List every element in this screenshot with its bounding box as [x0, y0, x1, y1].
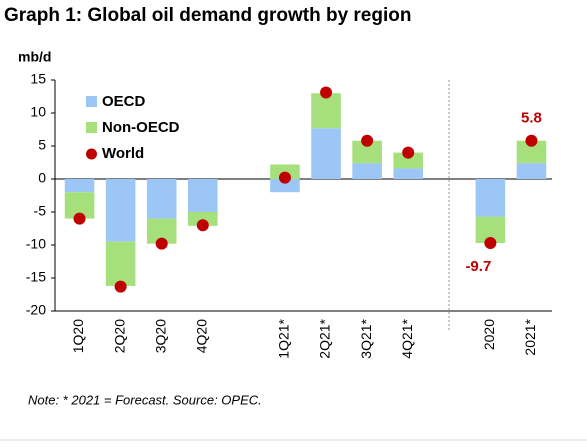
- bar-segment: [270, 179, 300, 193]
- y-tick-label: 10: [30, 104, 46, 120]
- x-tick-label: 3Q20: [152, 319, 168, 353]
- y-tick-label: -10: [26, 236, 46, 252]
- legend-swatch: [86, 96, 97, 107]
- legend-label: OECD: [102, 93, 146, 110]
- bar-segment: [393, 168, 423, 179]
- world-dot: [484, 237, 497, 250]
- world-dot: [196, 219, 209, 232]
- world-dot: [278, 171, 291, 184]
- chart-title: Graph 1: Global oil demand growth by reg…: [4, 5, 411, 26]
- bar-segment: [188, 179, 218, 212]
- y-tick-label: 5: [38, 137, 46, 153]
- bar-segment: [64, 179, 95, 193]
- x-tick-label: 4Q20: [193, 319, 209, 353]
- world-dot: [402, 146, 415, 159]
- legend-label: World: [102, 145, 144, 162]
- x-tick-label: 2Q21*: [317, 318, 333, 358]
- y-tick-label: -15: [26, 269, 46, 285]
- world-dot: [114, 280, 127, 293]
- y-tick-label: -5: [34, 203, 47, 219]
- legend-label: Non-OECD: [102, 119, 180, 136]
- world-dot: [361, 134, 374, 147]
- bar-segment: [311, 93, 341, 129]
- y-tick-label: 15: [30, 71, 46, 87]
- y-tick-label: -20: [26, 302, 46, 318]
- world-dot: [73, 212, 86, 225]
- world-dot: [155, 237, 168, 250]
- bar-segment: [146, 179, 177, 219]
- legend-swatch: [86, 122, 97, 133]
- note: Note: * 2021 = Forecast. Source: OPEC.: [28, 392, 262, 407]
- x-tick-label: 1Q20: [70, 319, 86, 353]
- bar-segment: [475, 179, 506, 217]
- x-tick-label: 3Q21*: [358, 318, 374, 358]
- bar-segment: [311, 128, 341, 179]
- y-axis-label: mb/d: [18, 49, 51, 65]
- bar-segment: [352, 140, 382, 164]
- legend-swatch: [86, 148, 97, 160]
- world-dot: [525, 134, 538, 147]
- world-dot: [320, 86, 333, 99]
- x-tick-label: 2Q20: [111, 319, 127, 353]
- bar-segment: [188, 212, 218, 226]
- x-tick-label: 4Q21*: [399, 318, 415, 358]
- bar-segment: [352, 163, 382, 179]
- x-tick-label: 1Q21*: [276, 318, 292, 358]
- data-label: 5.8: [521, 110, 542, 127]
- bar-segment: [105, 179, 136, 242]
- y-tick-label: 0: [38, 170, 46, 186]
- data-label: -9.7: [465, 258, 491, 275]
- bar-segment: [516, 140, 547, 164]
- bar-segment: [105, 241, 136, 286]
- x-tick-label: 2020: [481, 319, 497, 350]
- x-tick-label: 2021*: [522, 318, 538, 355]
- bar-segment: [393, 152, 423, 169]
- bar-segment: [516, 163, 547, 179]
